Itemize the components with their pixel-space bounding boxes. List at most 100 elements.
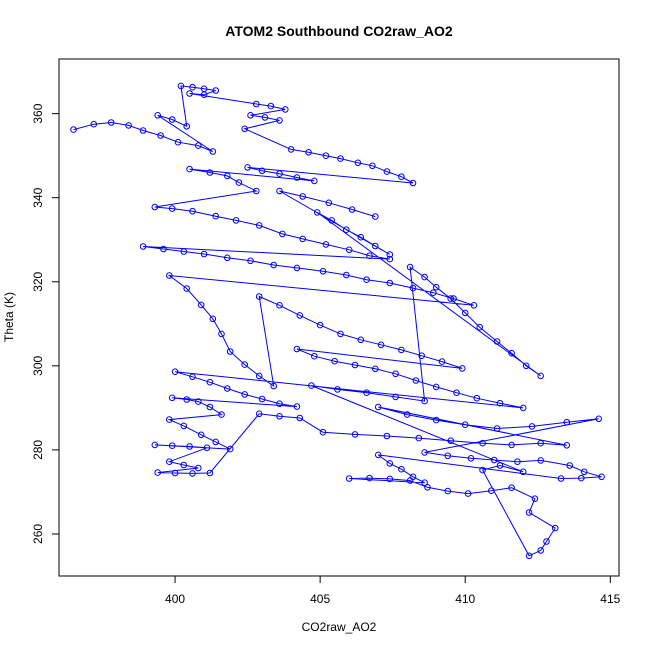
data-point xyxy=(345,475,353,482)
data-point xyxy=(519,404,527,412)
data-point xyxy=(490,456,498,464)
data-point xyxy=(508,484,515,492)
data-point xyxy=(322,241,330,248)
data-point xyxy=(168,442,176,450)
data-point xyxy=(386,251,394,258)
data-point xyxy=(392,393,399,401)
data-point xyxy=(432,383,440,391)
data-point xyxy=(276,187,283,195)
data-point xyxy=(186,165,193,173)
data-point xyxy=(432,283,440,291)
data-point xyxy=(195,464,202,472)
data-point xyxy=(496,462,504,469)
data-point xyxy=(479,466,486,474)
data-point xyxy=(166,272,173,279)
data-point xyxy=(168,116,176,123)
data-point xyxy=(287,146,295,153)
data-point xyxy=(270,261,278,269)
data-point xyxy=(537,372,545,380)
data-point xyxy=(409,284,417,292)
data-point xyxy=(496,399,504,407)
data-point xyxy=(218,411,225,418)
data-point xyxy=(195,398,202,405)
data-point xyxy=(398,173,405,180)
data-point xyxy=(421,479,428,487)
data-point xyxy=(180,422,188,430)
data-point xyxy=(139,127,147,134)
data-point xyxy=(226,445,234,453)
data-point xyxy=(197,301,205,309)
data-point xyxy=(258,167,266,175)
data-point xyxy=(406,263,414,271)
x-tick-label: 415 xyxy=(600,592,620,606)
data-point xyxy=(276,170,283,177)
data-point xyxy=(447,295,455,302)
data-point xyxy=(168,205,176,212)
data-point xyxy=(398,465,405,473)
x-tick-label: 405 xyxy=(310,592,330,606)
data-point xyxy=(403,411,411,418)
data-point xyxy=(421,397,428,405)
data-point xyxy=(522,362,530,370)
data-point xyxy=(252,187,260,195)
data-point xyxy=(212,212,219,220)
data-point xyxy=(531,495,539,503)
data-point xyxy=(171,469,179,477)
data-point xyxy=(195,142,202,149)
data-point xyxy=(430,289,437,297)
data-point xyxy=(398,346,405,354)
data-point xyxy=(508,349,515,357)
data-point xyxy=(322,152,330,159)
data-point xyxy=(125,122,132,129)
data-point xyxy=(255,293,263,300)
data-point xyxy=(168,394,176,402)
data-point xyxy=(351,431,359,438)
data-point xyxy=(180,248,188,255)
data-point xyxy=(337,155,344,162)
data-point xyxy=(473,394,481,402)
data-point xyxy=(369,162,376,170)
data-point xyxy=(279,230,286,238)
data-point xyxy=(493,338,501,345)
data-point xyxy=(357,233,365,241)
data-point xyxy=(206,469,214,477)
data-point xyxy=(514,458,521,466)
data-point xyxy=(206,378,214,386)
data-point xyxy=(244,164,251,171)
data-point xyxy=(337,330,344,338)
data-point xyxy=(363,389,370,397)
x-axis-label: CO2raw_AO2 xyxy=(302,620,377,634)
x-axis: 400 405 410 415 xyxy=(165,575,621,606)
data-point xyxy=(261,114,269,121)
data-point xyxy=(218,330,225,338)
data-point xyxy=(189,207,196,215)
series-layer xyxy=(70,82,605,560)
data-point xyxy=(293,174,301,181)
data-point xyxy=(551,524,559,532)
data-point xyxy=(282,106,289,113)
data-point xyxy=(372,365,379,373)
data-point xyxy=(528,423,536,430)
data-point xyxy=(183,285,190,292)
data-point xyxy=(519,468,527,476)
data-point xyxy=(459,365,466,372)
data-point xyxy=(421,273,428,281)
data-point xyxy=(345,246,353,254)
data-point xyxy=(537,439,545,447)
y-tick-label: 320 xyxy=(31,271,45,291)
data-point xyxy=(186,90,193,97)
data-point xyxy=(311,177,318,185)
data-point xyxy=(543,538,550,545)
data-point xyxy=(180,461,188,469)
data-point xyxy=(276,400,283,408)
data-point xyxy=(464,490,472,497)
data-point xyxy=(467,455,475,462)
data-point xyxy=(386,475,394,483)
data-point xyxy=(200,250,208,258)
data-point xyxy=(293,403,301,410)
data-point xyxy=(186,443,193,450)
data-point xyxy=(296,312,304,319)
data-point xyxy=(241,391,248,398)
data-point xyxy=(354,159,362,167)
